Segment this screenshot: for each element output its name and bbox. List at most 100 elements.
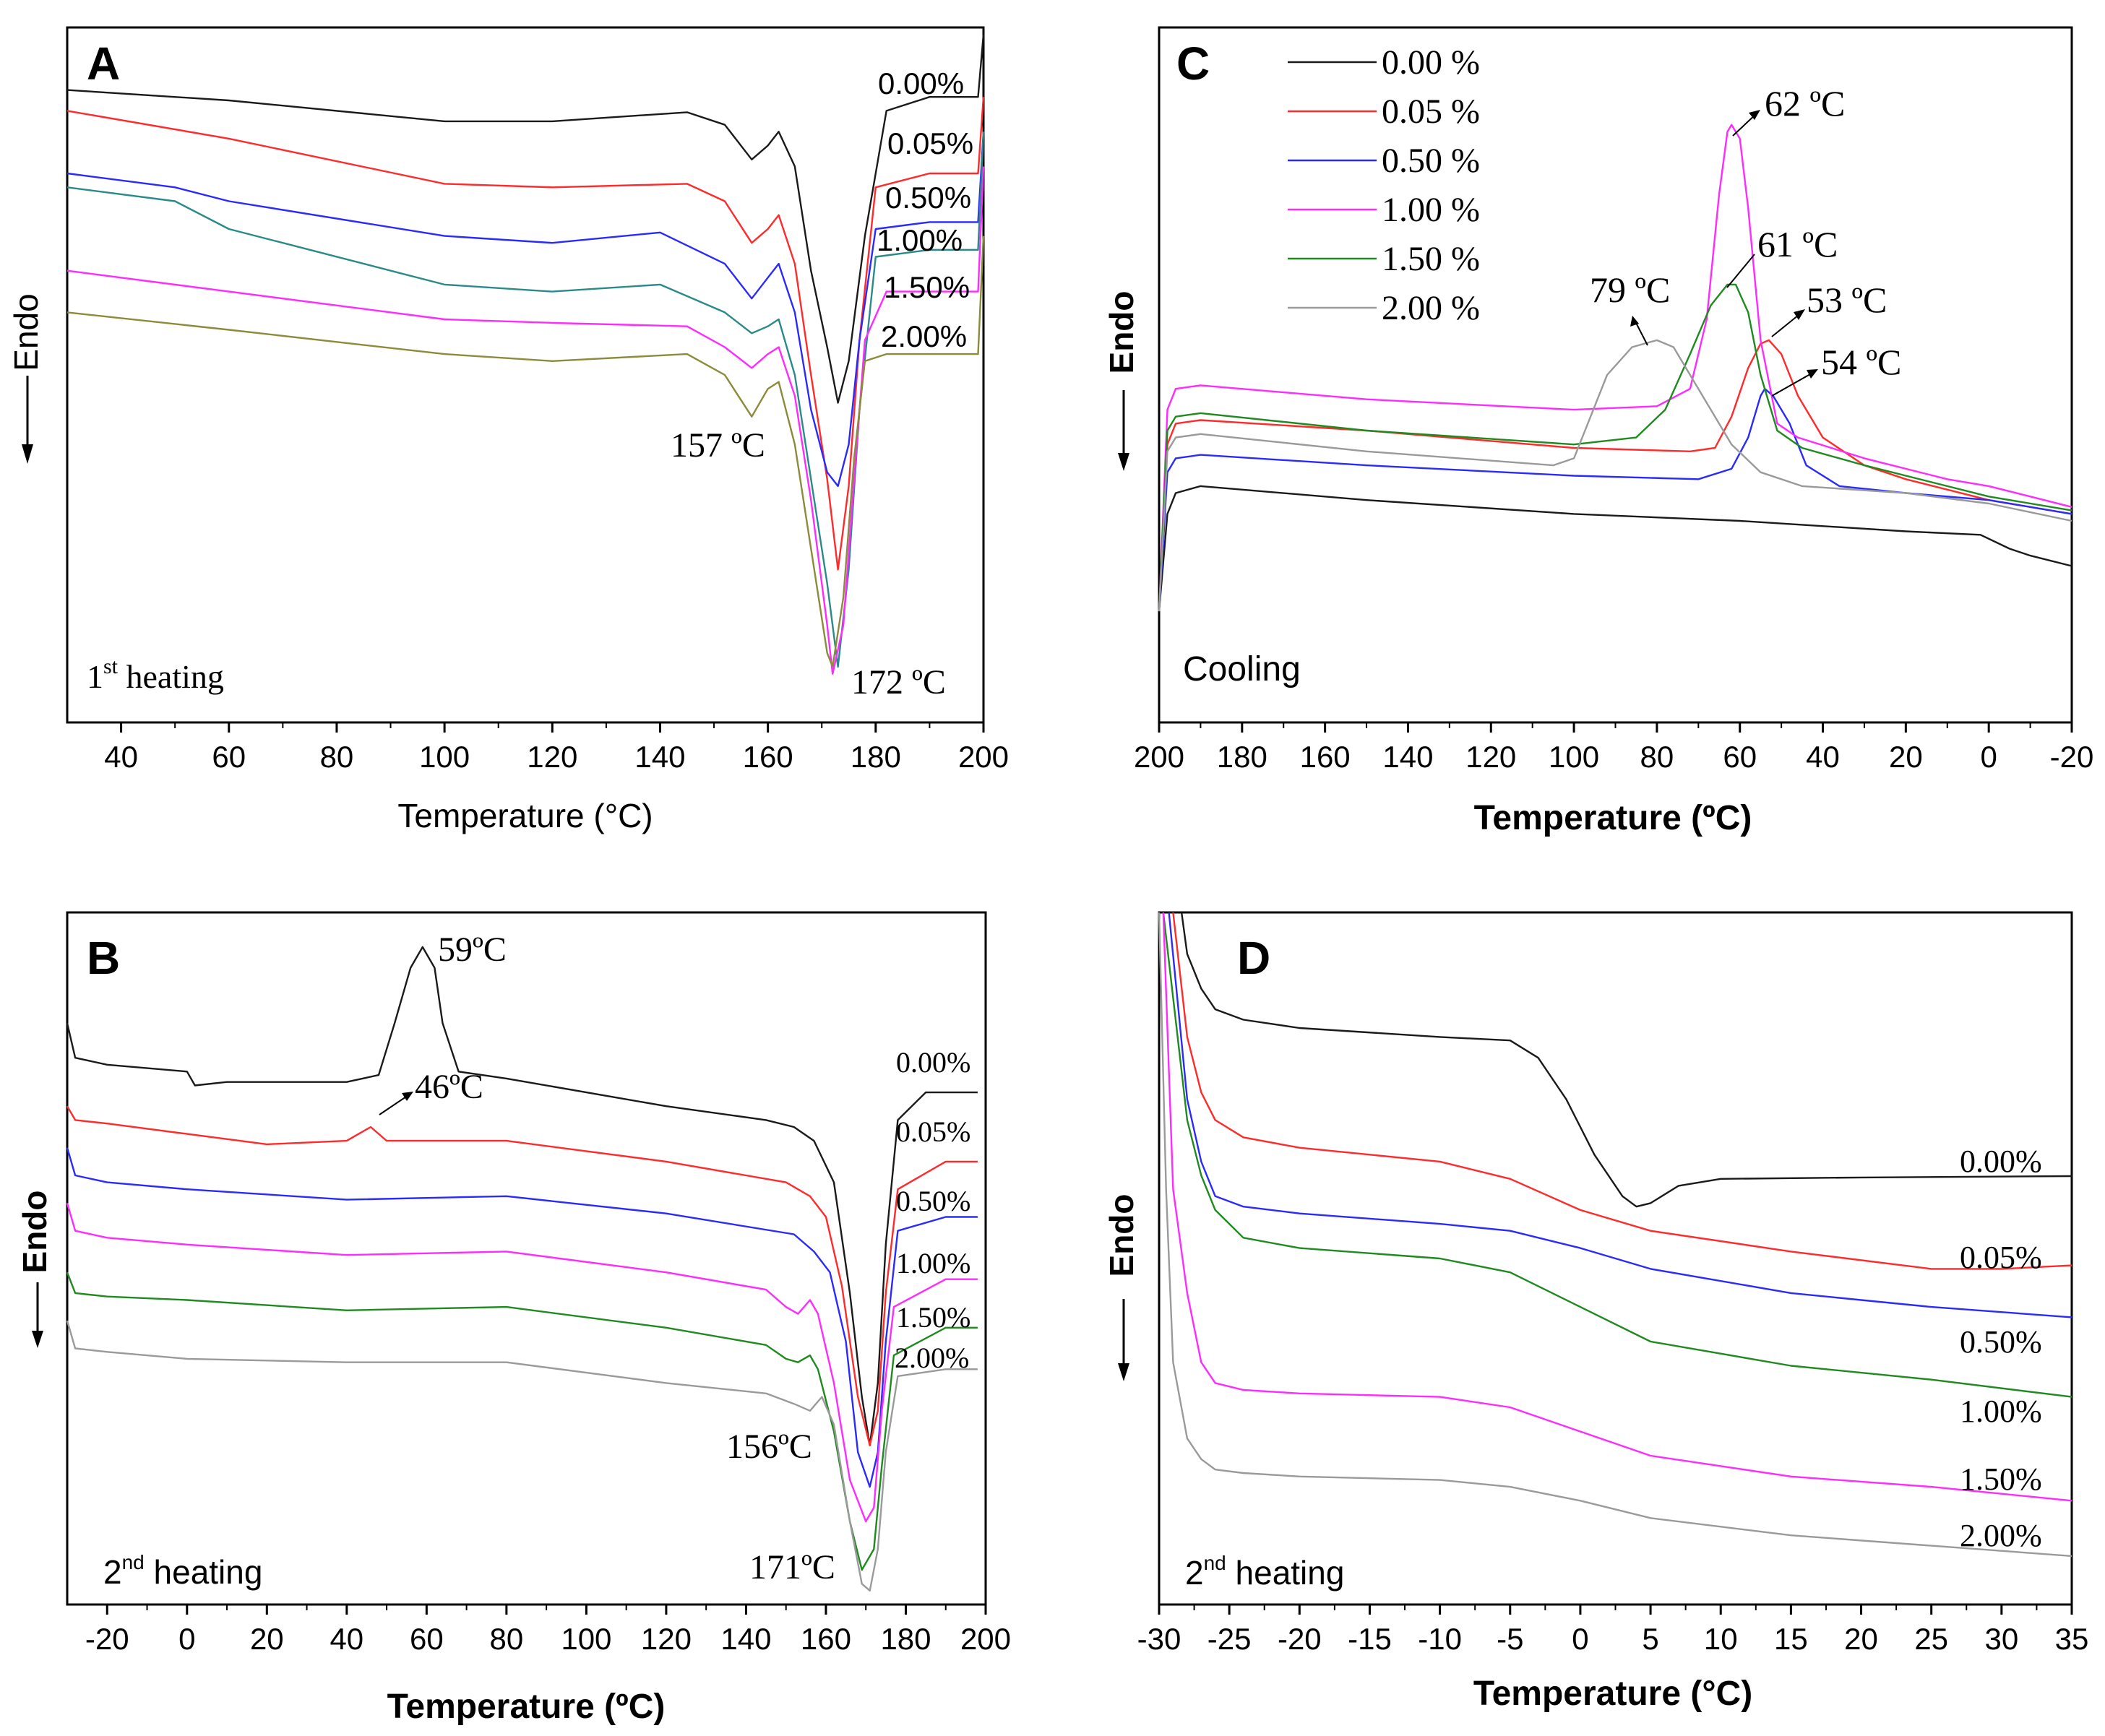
x-tick-label: 160 bbox=[1300, 740, 1351, 774]
series-line-000 bbox=[66, 946, 978, 1446]
panel-b-annotation-171: 171ºC bbox=[749, 1548, 835, 1586]
panel-a-series-label-0: 0.00% bbox=[878, 66, 964, 100]
panel-b-series-label-3: 1.00% bbox=[896, 1247, 970, 1279]
panel-b-heating-sup: nd bbox=[122, 1551, 145, 1573]
panel-b-ylabel: Endo bbox=[16, 1191, 53, 1274]
panel-c-series bbox=[1158, 124, 2072, 612]
series-line-200 bbox=[1158, 912, 2072, 1558]
series-line-005 bbox=[1172, 912, 2072, 1270]
panel-c-x-ticks: 200 180 160 140 120 100 80 60 40 20 0 -20 bbox=[1134, 722, 2093, 774]
x-tick-label: 80 bbox=[490, 1622, 524, 1656]
panel-d-heating-rest: heating bbox=[1226, 1554, 1345, 1592]
series-line-100 bbox=[1158, 124, 2072, 612]
x-tick-label: 140 bbox=[1382, 740, 1433, 774]
panel-a-series-label-2: 0.50% bbox=[885, 181, 971, 215]
x-tick-label: 0 bbox=[1981, 740, 1997, 774]
panel-a-letter: A bbox=[87, 38, 120, 90]
panel-c-legend: 0.00 % 0.05 % 0.50 % 1.00 % 1.50 % 2.00 % bbox=[1288, 43, 1480, 327]
x-tick-label: 100 bbox=[1549, 740, 1599, 774]
panel-b-xlabel: Temperature (ºC) bbox=[387, 1688, 666, 1726]
x-tick-label: -10 bbox=[1418, 1622, 1462, 1656]
panel-c: 200 180 160 140 120 100 80 60 40 20 0 -20 C Tempera… bbox=[1103, 26, 2093, 837]
legend-label: 1.50 % bbox=[1382, 240, 1480, 278]
panel-d-ylabel-arrowhead bbox=[1118, 1363, 1129, 1381]
panel-a-x-ticks: 40 60 80 100 120 140 160 180 200 bbox=[104, 722, 1009, 774]
panel-a-heating-sup: st bbox=[103, 655, 119, 678]
panel-a-heating-label: 1st heating bbox=[87, 655, 224, 695]
x-tick-label: 60 bbox=[1723, 740, 1757, 774]
series-line-100 bbox=[66, 1203, 978, 1523]
panel-d-heating-sup: nd bbox=[1204, 1552, 1226, 1574]
x-tick-label: 60 bbox=[410, 1622, 444, 1656]
x-tick-label: -30 bbox=[1137, 1622, 1181, 1656]
x-tick-label: 120 bbox=[1465, 740, 1516, 774]
x-tick-label: 200 bbox=[958, 740, 1009, 774]
panel-b-series-label-1: 0.05% bbox=[896, 1115, 970, 1148]
series-line-200 bbox=[66, 1320, 978, 1592]
series-line-000 bbox=[1180, 912, 2072, 1208]
series-line-050 bbox=[66, 131, 985, 488]
panel-c-xlabel: Temperature (ºC) bbox=[1474, 799, 1752, 837]
panel-d-series-label-2: 0.50% bbox=[1960, 1324, 2042, 1360]
panel-a-series-label-1: 0.05% bbox=[887, 126, 973, 160]
x-tick-label: -15 bbox=[1348, 1622, 1392, 1656]
x-tick-label: 140 bbox=[634, 740, 685, 774]
panel-b-heating-label: 2nd heating bbox=[103, 1551, 262, 1591]
legend-label: 1.00 % bbox=[1382, 191, 1480, 229]
panel-a-heating-number: 1 bbox=[87, 658, 103, 695]
x-tick-label: -20 bbox=[2050, 740, 2094, 774]
panel-d-x-ticks: -30 -25 -20 -15 -10 -5 0 5 10 15 20 25 30 35 bbox=[1137, 1605, 2088, 1656]
x-tick-label: 10 bbox=[1704, 1622, 1738, 1656]
panel-c-annotation-53: 53 ºC bbox=[1807, 280, 1887, 320]
legend-label: 0.05 % bbox=[1382, 92, 1480, 131]
panel-c-letter: C bbox=[1176, 38, 1210, 90]
panel-c-cooling-label: Cooling bbox=[1183, 650, 1301, 688]
legend-label: 0.50 % bbox=[1382, 142, 1480, 180]
x-tick-label: 30 bbox=[1984, 1622, 2018, 1656]
x-tick-label: 180 bbox=[880, 1622, 931, 1656]
x-tick-label: 80 bbox=[320, 740, 354, 774]
series-line-200 bbox=[1158, 339, 2072, 612]
panel-b-series-label-2: 0.50% bbox=[896, 1185, 970, 1217]
panel-a-ylabel: Endo bbox=[7, 293, 45, 371]
panel-a-series-label-5: 2.00% bbox=[881, 319, 967, 353]
panel-d-series bbox=[1158, 912, 2072, 1558]
panel-b-annotation-46: 46ºC bbox=[415, 1068, 483, 1106]
panel-b-ylabel-arrowhead bbox=[32, 1331, 43, 1348]
x-tick-label: -20 bbox=[85, 1622, 129, 1656]
panel-c-arrow-61 bbox=[1726, 254, 1755, 288]
panel-c-arrow-54 bbox=[1771, 371, 1816, 397]
panel-d-heating-label: 2nd heating bbox=[1185, 1552, 1344, 1592]
panel-c-arrowhead-53 bbox=[1794, 309, 1805, 320]
x-tick-label: -20 bbox=[1278, 1622, 1322, 1656]
panel-a-ylabel-arrowhead bbox=[22, 444, 33, 464]
panel-c-annotation-79: 79 ºC bbox=[1590, 269, 1670, 310]
x-tick-label: 120 bbox=[641, 1622, 692, 1656]
x-tick-label: 60 bbox=[212, 740, 246, 774]
x-tick-label: 80 bbox=[1640, 740, 1674, 774]
series-line-200 bbox=[66, 236, 985, 668]
x-tick-label: 200 bbox=[1134, 740, 1184, 774]
series-line-000 bbox=[66, 34, 985, 404]
panel-a-series bbox=[66, 34, 985, 675]
panel-d-ylabel: Endo bbox=[1103, 1194, 1140, 1277]
panel-c-ylabel: Endo bbox=[1103, 291, 1140, 374]
panel-c-ylabel-arrowhead bbox=[1118, 453, 1129, 471]
panel-b-heating-number: 2 bbox=[103, 1553, 122, 1591]
panel-b-arrowhead-46 bbox=[402, 1092, 413, 1101]
panel-b-series-label-5: 2.00% bbox=[895, 1342, 969, 1374]
x-tick-label: 180 bbox=[851, 740, 901, 774]
panel-c-annotation-61: 61 ºC bbox=[1757, 224, 1838, 264]
x-tick-label: 20 bbox=[1889, 740, 1923, 774]
panel-c-annotation-54: 54 ºC bbox=[1821, 342, 1901, 382]
x-tick-label: 160 bbox=[743, 740, 793, 774]
panel-c-frame bbox=[1158, 26, 2073, 724]
panel-b-annotation-156: 156ºC bbox=[726, 1428, 812, 1466]
x-tick-label: 40 bbox=[104, 740, 138, 774]
legend-label: 2.00 % bbox=[1382, 289, 1480, 327]
panel-c-arrowhead-79 bbox=[1630, 316, 1639, 327]
x-tick-label: 100 bbox=[561, 1622, 611, 1656]
series-line-100 bbox=[1162, 912, 2072, 1398]
panel-b-x-ticks: -20 0 20 40 60 80 100 120 140 160 180 200 bbox=[85, 1605, 1011, 1656]
panel-c-annotation-62: 62 ºC bbox=[1765, 83, 1845, 124]
